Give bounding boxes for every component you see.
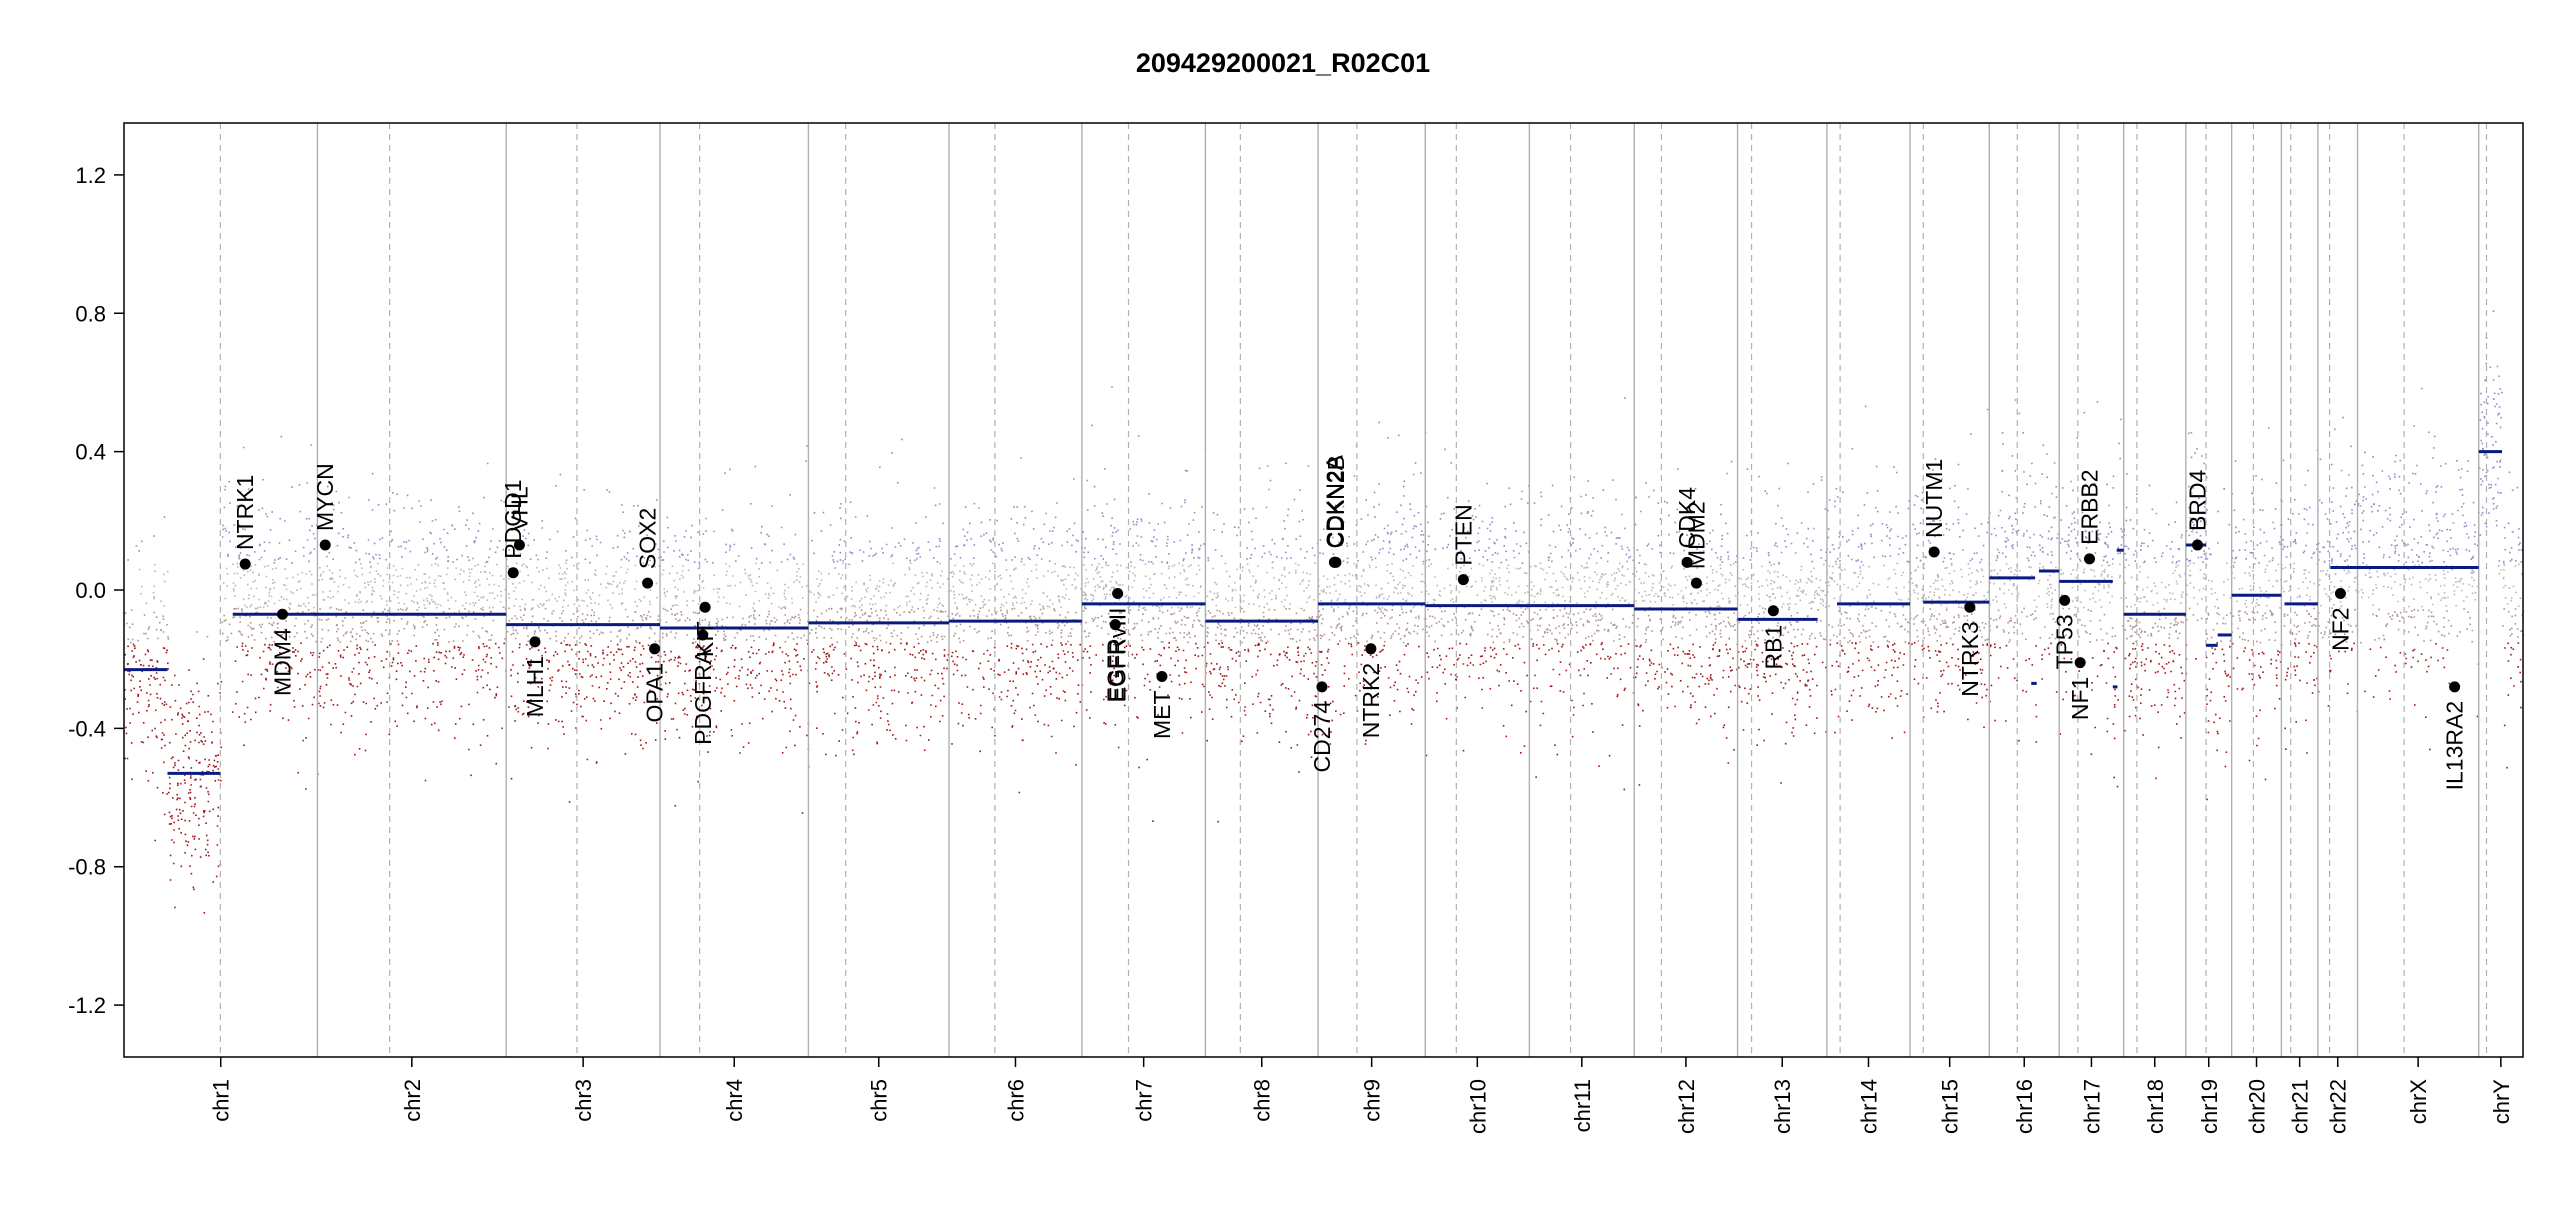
x-tick-label: chr12 (1674, 1079, 1699, 1134)
gene-label: PDGFRA (690, 648, 716, 745)
gene-marker (239, 558, 251, 570)
gene-label: NUTM1 (1921, 459, 1947, 538)
gene-marker (1112, 587, 1124, 599)
gene-label: NF1 (2067, 677, 2093, 720)
gene-marker (1365, 643, 1377, 655)
x-tick-label: chr13 (1770, 1079, 1795, 1134)
gene-marker (507, 567, 519, 579)
gene-marker (1109, 619, 1121, 631)
gene-marker (2084, 553, 2096, 565)
y-tick-label: 0.4 (75, 440, 106, 465)
gene-label: BRD4 (2184, 469, 2210, 531)
gene-marker (1690, 577, 1702, 589)
x-tick-label: chr2 (400, 1079, 425, 1122)
gene-marker (1964, 601, 1976, 613)
gene-marker (1156, 670, 1168, 682)
gene-label: RB1 (1760, 625, 1786, 670)
gene-marker (2074, 657, 2086, 669)
probe-points (138, 562, 2524, 609)
gene-label: MDM2 (1683, 501, 1709, 569)
x-tick-label: chr8 (1250, 1079, 1275, 1122)
gene-label: PTEN (1450, 504, 1476, 565)
gene-marker (1928, 546, 1940, 558)
x-tick-label: chr1 (209, 1079, 234, 1122)
gene-marker (1457, 574, 1469, 586)
gene-label: NF2 (2327, 607, 2353, 650)
gene-marker (319, 539, 331, 551)
gene-label: CDKN2B (1323, 455, 1349, 548)
chromosome-boundaries-layer (219, 123, 2488, 1057)
y-tick-label: -0.4 (68, 716, 106, 741)
gene-marker (2059, 594, 2071, 606)
gene-label: TP53 (2052, 614, 2078, 669)
x-tick-label: chr5 (867, 1079, 892, 1122)
x-tick-label: chr4 (722, 1079, 747, 1122)
y-tick-label: 0.8 (75, 301, 106, 326)
gene-marker (1767, 605, 1779, 617)
gene-marker (2334, 587, 2346, 599)
gene-marker (529, 636, 541, 648)
gene-label: NTRK1 (232, 475, 258, 550)
gene-label: CD274 (1309, 701, 1335, 773)
gene-marker (2191, 539, 2203, 551)
gene-marker (276, 608, 288, 620)
y-tick-label: -0.8 (68, 855, 106, 880)
gene-marker (649, 643, 661, 655)
x-tick-label: chr11 (1570, 1079, 1595, 1132)
x-tick-label: chr22 (2326, 1079, 2351, 1134)
y-tick-label: 1.2 (75, 163, 106, 188)
gene-label: MET (1149, 690, 1175, 739)
gene-marker (513, 539, 525, 551)
gene-label: EGFR (1102, 639, 1128, 703)
gene-marker (2449, 681, 2461, 693)
probe-points (124, 607, 2525, 644)
x-tick-label: chr20 (2245, 1079, 2270, 1134)
gene-marker (1316, 681, 1328, 693)
x-tick-label: chr10 (1465, 1079, 1490, 1134)
x-tick-label: chr15 (1938, 1079, 1963, 1134)
gene-label: MYCN (312, 463, 338, 531)
x-tick-label: chrX (2406, 1079, 2431, 1125)
gene-marker (697, 629, 709, 641)
gene-marker (699, 601, 711, 613)
x-tick-label: chrY (2489, 1079, 2514, 1125)
x-tick-label: chr9 (1360, 1079, 1385, 1122)
y-tick-label: 0.0 (75, 578, 106, 603)
gene-label: SOX2 (635, 508, 661, 569)
x-tick-label: chr21 (2288, 1079, 2313, 1134)
x-tick-label: chr3 (571, 1079, 596, 1122)
gene-label: NTRK2 (1358, 663, 1384, 738)
y-tick-label: -1.2 (68, 993, 106, 1018)
gene-label: CDKN2A (1321, 454, 1347, 548)
chart-title: 209429200021_R02C01 (1136, 48, 1430, 78)
gene-marker (642, 577, 654, 589)
x-tick-label: chr19 (2197, 1079, 2222, 1134)
gene-label: CDK4 (1674, 487, 1700, 549)
gene-label: VHL (506, 486, 532, 531)
gene-label: EGFRvIII (1105, 607, 1131, 702)
gene-label: ERBB2 (2077, 469, 2103, 544)
x-tick-label: chr17 (2079, 1079, 2104, 1134)
gene-label: NTRK3 (1957, 621, 1983, 696)
gene-label: KIT (692, 621, 718, 657)
y-axis: -1.2 -0.8 -0.4 0.0 0.4 0.8 1.2 (68, 163, 124, 1018)
gene-marker (1681, 556, 1693, 568)
gene-label: IL13RA2 (2442, 701, 2468, 791)
x-axis: chr1 chr2 chr3 chr4 chr5 chr6 chr7 chr8 chr9 chr1… (209, 1057, 2514, 1134)
x-tick-label: chr7 (1132, 1079, 1157, 1122)
probe-points-layer (124, 310, 2525, 914)
gene-label: MLH1 (522, 656, 548, 717)
x-tick-label: chr18 (2143, 1079, 2168, 1134)
x-tick-label: chr6 (1003, 1079, 1028, 1122)
segments-layer (124, 450, 2503, 775)
gene-marker (1330, 556, 1342, 568)
gene-label: MDM4 (269, 628, 295, 696)
x-tick-label: chr16 (2012, 1079, 2037, 1134)
gene-label: OPA1 (642, 663, 668, 723)
x-tick-label: chr14 (1856, 1079, 1881, 1134)
